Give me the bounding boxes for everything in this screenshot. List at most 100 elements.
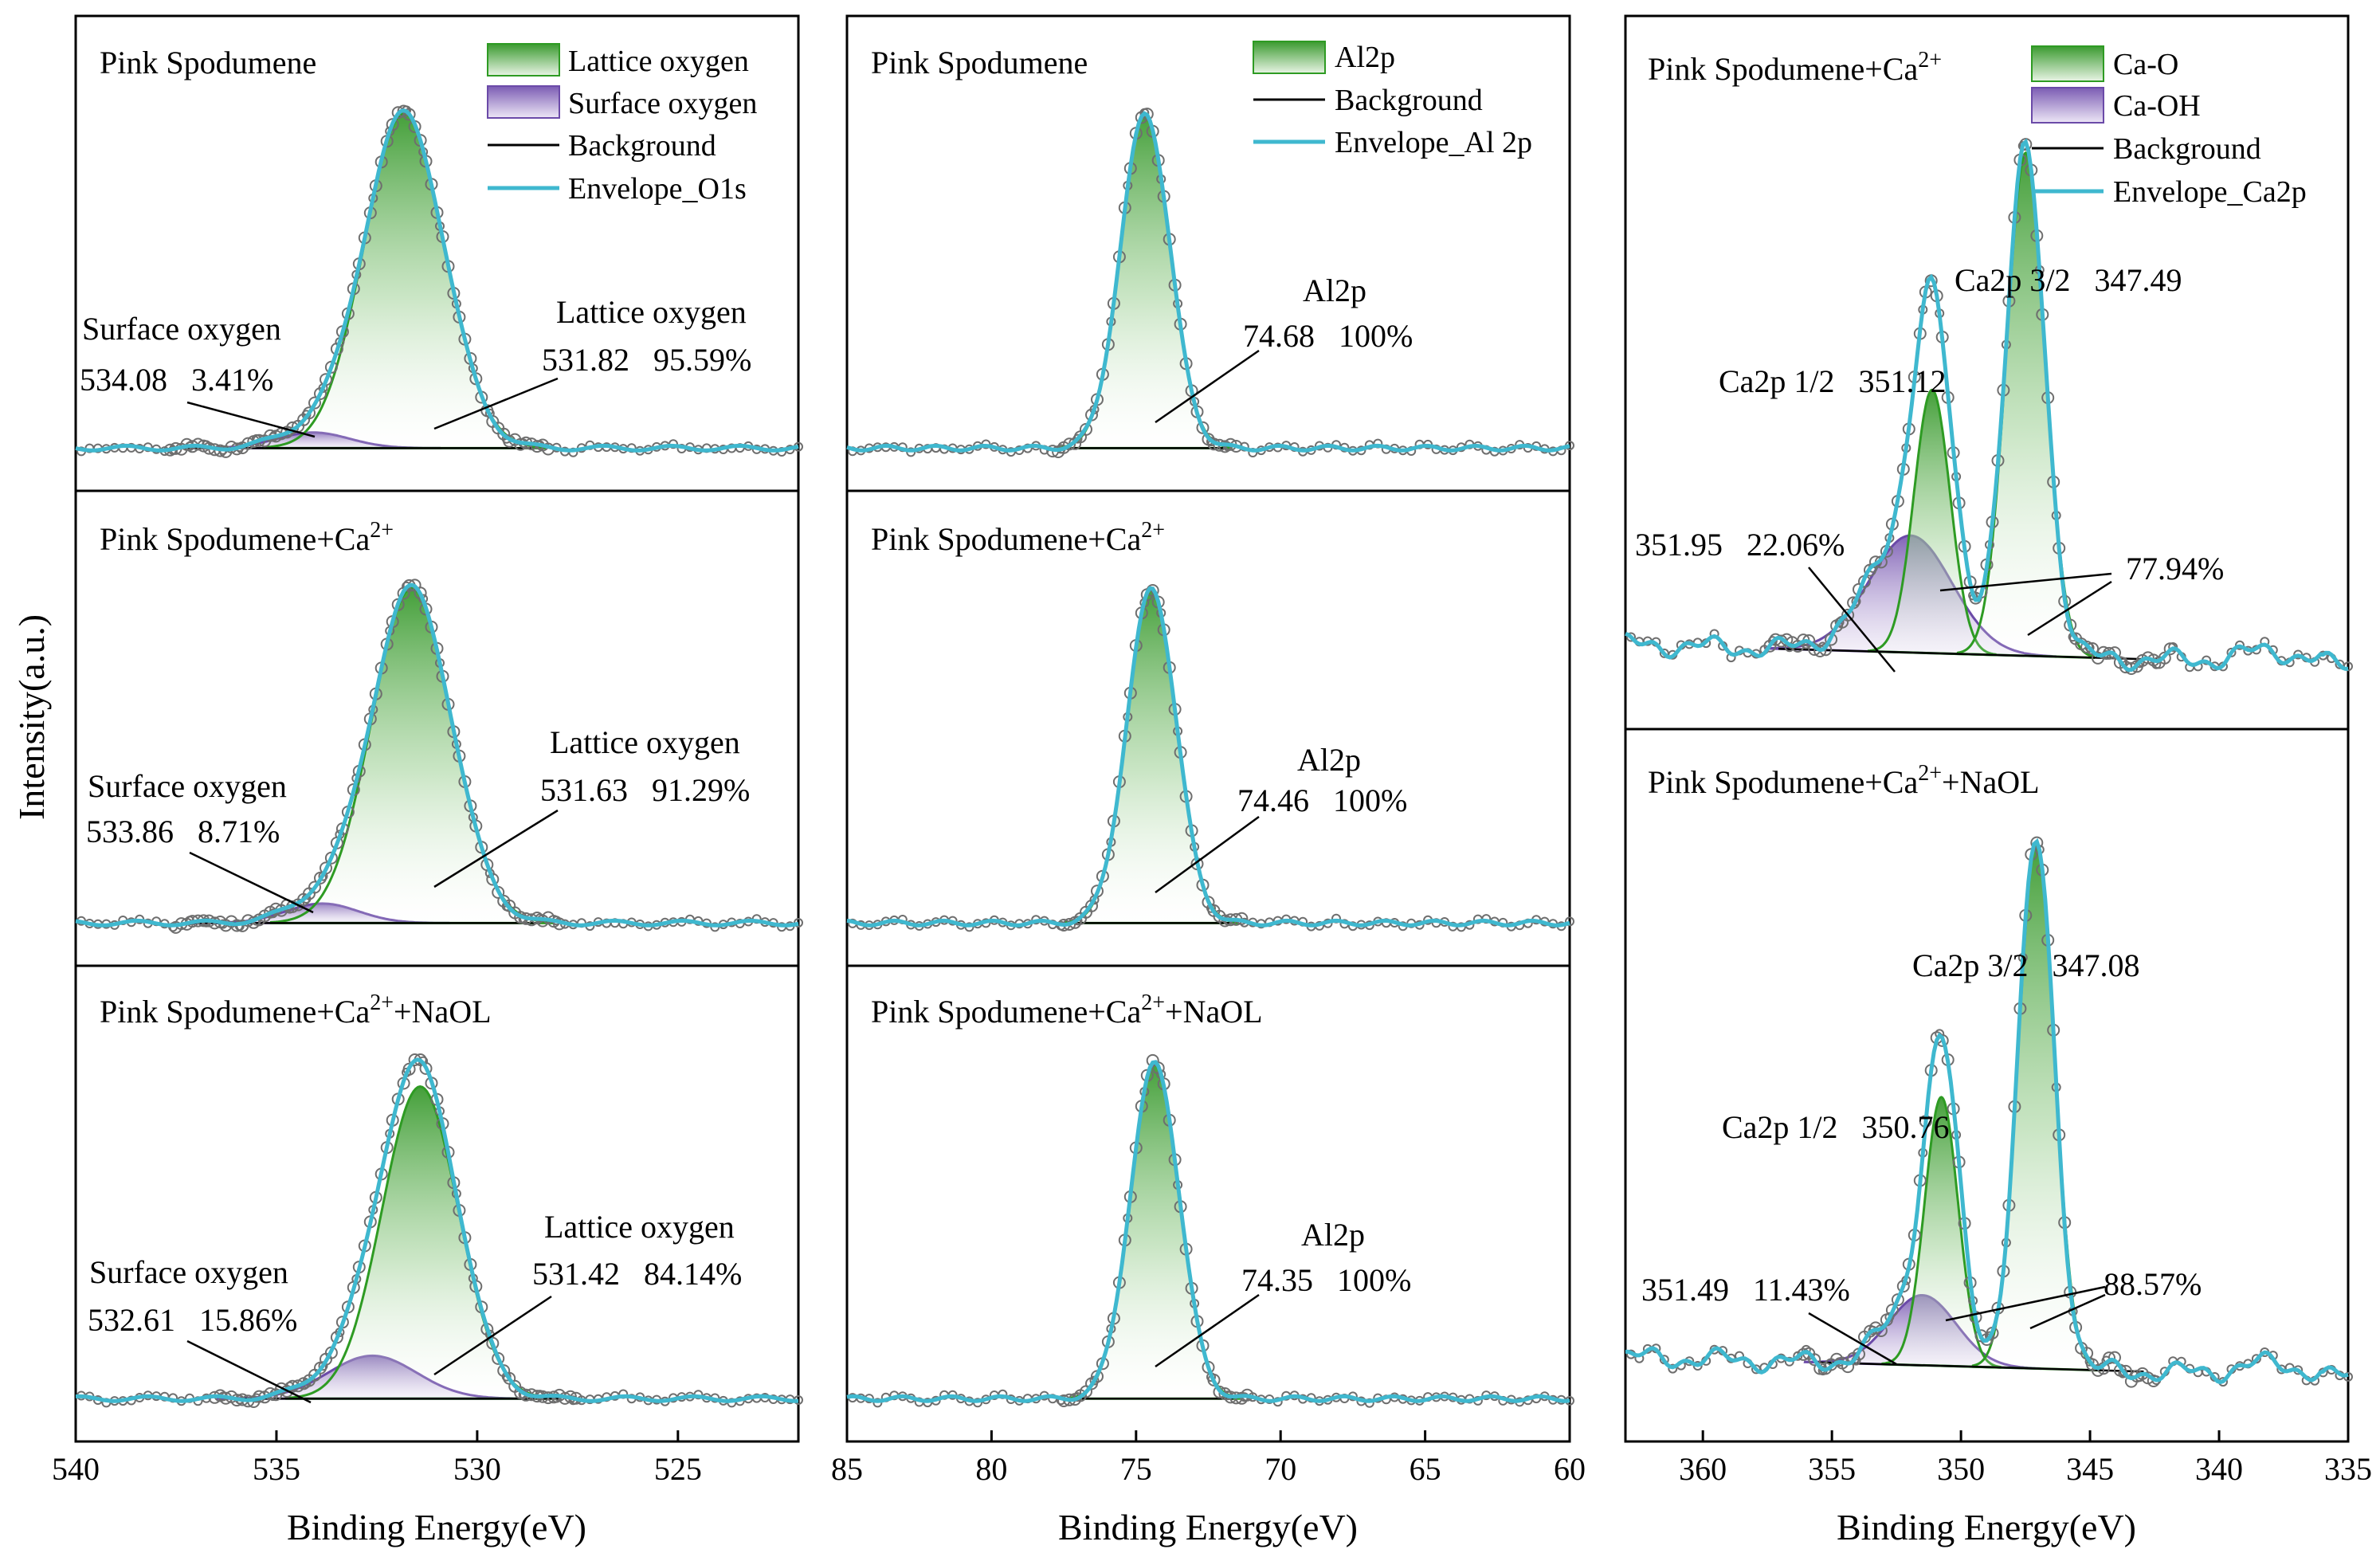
envelope-line — [846, 1060, 1570, 1403]
envelope-line — [75, 108, 799, 453]
raw-data-point — [397, 586, 410, 600]
envelope-line — [1625, 138, 2349, 673]
ca2p-p1-caoh-label: 351.95 22.06% — [1635, 527, 1845, 563]
ca2p-x-ticks: 360 355 350 345 340 335 — [1679, 1430, 2372, 1487]
x-tick-label: 540 — [52, 1451, 100, 1487]
o1s-p3-surface-arrow — [186, 1339, 312, 1404]
raw-data-point — [1784, 1356, 1794, 1367]
raw-data-point — [1834, 617, 1845, 627]
raw-data-point — [2226, 647, 2237, 657]
raw-data-point — [1974, 1329, 1988, 1343]
raw-data-point — [1626, 632, 1636, 642]
ca2p-column: Pink Spodumene+Ca2+ Pink Spodumene+Ca2++… — [1624, 14, 2372, 1547]
o1s-p1-surface-value: 534.08 3.41% — [80, 362, 273, 398]
legend-label-surface: Surface oxygen — [568, 87, 757, 120]
legend-label-al2p: Al2p — [1335, 41, 1395, 74]
raw-data-point — [391, 106, 405, 120]
al2p-x-ticks: 85 80 75 70 65 60 — [831, 1430, 1586, 1487]
o1s-p2-lattice-value: 531.63 91.29% — [540, 772, 750, 808]
raw-data-point — [1864, 563, 1876, 577]
raw-data-point — [2030, 836, 2044, 849]
x-tick-label: 85 — [831, 1451, 863, 1487]
raw-data-point — [1052, 445, 1065, 458]
x-tick-label: 350 — [1937, 1451, 1985, 1487]
o1s-p1-lattice-title: Lattice oxygen — [556, 294, 747, 330]
o1s-p3-lattice-title: Lattice oxygen — [544, 1209, 735, 1245]
o1s-panel-2-sample-label: Pink Spodumene+Ca2+ — [100, 518, 394, 557]
o1s-column: Pink Spodumene Pink Spodumene+Ca2+ Pink … — [52, 14, 803, 1547]
raw-data-point — [497, 894, 511, 908]
raw-data-point — [2113, 656, 2127, 669]
o1s-p2-surface-title: Surface oxygen — [88, 768, 287, 804]
al2p-p2-title: Al2p — [1297, 742, 1361, 778]
background-line — [1815, 1361, 2144, 1373]
ca2p-p2-32-label: Ca2p 3/2 347.08 — [1912, 947, 2140, 983]
raw-data-point — [1139, 108, 1150, 118]
o1s-p2-lattice-title: Lattice oxygen — [550, 724, 740, 760]
legend-label-background: Background — [2113, 132, 2261, 166]
peak-lattice-oxygen — [262, 112, 547, 449]
o1s-p2-surface-arrow — [189, 851, 314, 914]
raw-data-point — [1565, 916, 1574, 927]
o1s-p2-surface-value: 533.86 8.71% — [86, 814, 280, 849]
al2p-p3-value: 74.35 100% — [1241, 1262, 1411, 1298]
legend-swatch-ca-o — [2031, 45, 2104, 82]
ca2p-p1-caoh-arrow — [1808, 567, 1896, 673]
al2p-panel-1-plot — [846, 108, 1574, 458]
o1s-p3-surface-title: Surface oxygen — [89, 1254, 288, 1290]
peak-al2p — [1067, 1061, 1242, 1400]
o1s-p3-lattice-value: 531.42 84.14% — [532, 1256, 742, 1292]
y-axis-label: Intensity(a.u.) — [11, 614, 52, 820]
ca2p-legend: Ca-O Ca-OH Background Envelope_Ca2p — [2031, 45, 2307, 209]
ca2p-p1-cao-label: 77.94% — [2126, 551, 2224, 586]
raw-data-point — [1668, 1363, 1678, 1374]
al2p-p2-arrow — [1155, 815, 1260, 894]
al2p-p3-arrow — [1155, 1293, 1260, 1368]
legend-label-lattice: Lattice oxygen — [568, 45, 749, 78]
x-tick-label: 70 — [1264, 1451, 1296, 1487]
ca2p-p1-cao-arrow-a — [1939, 572, 2112, 592]
o1s-p3-surface-value: 532.61 15.86% — [88, 1302, 297, 1338]
raw-data-point — [2124, 1375, 2138, 1388]
al2p-panel-2-frame — [845, 489, 1571, 967]
x-tick-label: 80 — [975, 1451, 1007, 1487]
o1s-p1-surface-arrow — [186, 401, 316, 438]
x-tick-label: 535 — [253, 1451, 300, 1487]
legend-label-background: Background — [1335, 84, 1483, 117]
ca2p-p2-12-label: Ca2p 1/2 350.76 — [1722, 1109, 1950, 1145]
o1s-x-ticks: 540 535 530 525 — [52, 1430, 702, 1487]
ca2p-p2-cao-label: 88.57% — [2104, 1266, 2202, 1302]
legend-label-envelope: Envelope_Ca2p — [2113, 175, 2307, 209]
al2p-p2-value: 74.46 100% — [1237, 782, 1407, 818]
raw-data-point — [1196, 421, 1210, 434]
o1s-panel-3-sample-label: Pink Spodumene+Ca2++NaOL — [100, 990, 492, 1030]
al2p-p1-value: 74.68 100% — [1243, 318, 1413, 354]
raw-data-point — [2168, 642, 2178, 652]
peak-al2p — [1064, 586, 1239, 924]
legend-label-ca-oh: Ca-OH — [2113, 89, 2201, 123]
o1s-legend: Lattice oxygen Surface oxygen Background… — [487, 43, 757, 206]
envelope-line — [846, 111, 1570, 453]
legend-label-envelope: Envelope_Al 2p — [1335, 126, 1532, 159]
raw-data-point — [1218, 1387, 1232, 1400]
al2p-p1-title: Al2p — [1303, 273, 1366, 308]
envelope-line — [75, 582, 799, 928]
raw-data-point — [314, 871, 327, 884]
envelope-line — [1625, 837, 2349, 1385]
al2p-legend: Al2p Background Envelope_Al 2p — [1253, 41, 1532, 159]
ca2p-panel-2-sample-label: Pink Spodumene+Ca2++NaOL — [1648, 761, 2040, 800]
al2p-p1-arrow — [1155, 349, 1260, 424]
ca2p-p2-cao-arrow-a — [1945, 1285, 2106, 1322]
raw-data-point — [1751, 1364, 1761, 1375]
raw-data-point — [1891, 1293, 1904, 1307]
x-tick-label: 360 — [1679, 1451, 1727, 1487]
envelope-line — [846, 586, 1570, 928]
al2p-panel-2-plot — [846, 584, 1574, 932]
ca2p-p1-12-label: Ca2p 1/2 351.12 — [1719, 363, 1947, 399]
raw-data-point — [872, 1398, 883, 1408]
background-line — [1778, 647, 2158, 661]
al2p-panel-3-frame — [845, 964, 1571, 1443]
al2p-panel-1-sample-label: Pink Spodumene — [871, 45, 1088, 80]
ca2p-p2-cao-arrow-b — [2029, 1293, 2106, 1330]
o1s-p1-lattice-arrow — [433, 377, 559, 430]
